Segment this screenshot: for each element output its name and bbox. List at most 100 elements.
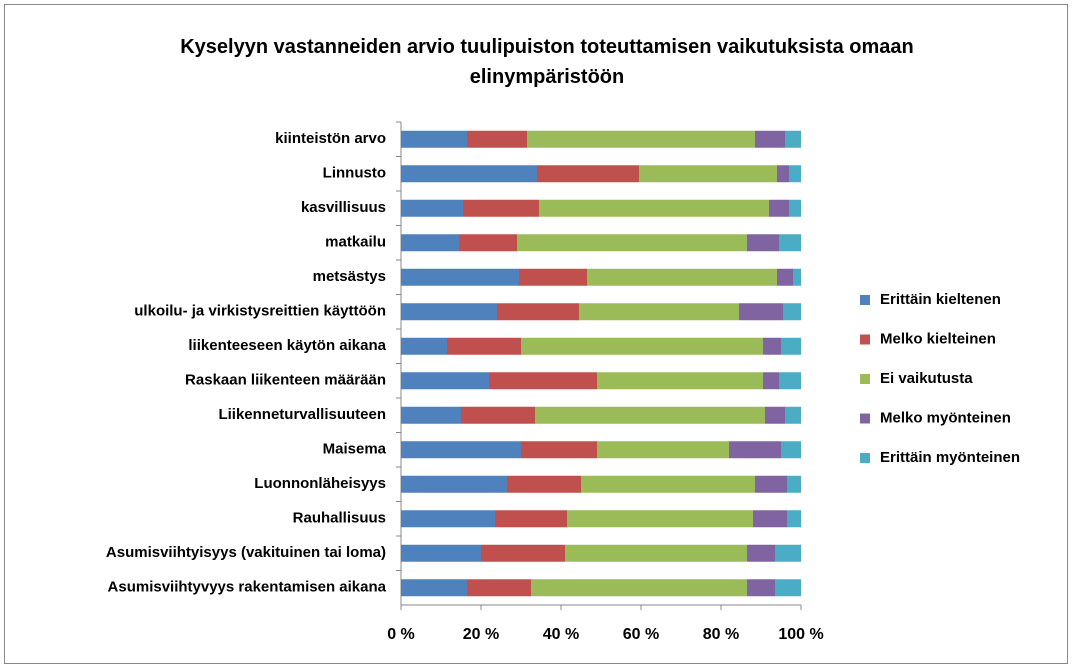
bar-segment [579, 303, 739, 321]
bar-segment [401, 544, 481, 562]
bar-segment [401, 234, 459, 252]
bar-segment [401, 372, 489, 390]
bar-segment [521, 441, 597, 459]
bar-segment [507, 475, 581, 493]
bar-segment [535, 406, 765, 424]
bar-segment [765, 406, 785, 424]
legend-swatch [860, 413, 870, 424]
bar-segment [519, 268, 587, 286]
bar-segment [747, 544, 775, 562]
bar-segment [775, 544, 801, 562]
bar-segment [401, 303, 497, 321]
bar-segment [785, 130, 801, 148]
bar-segment [747, 234, 779, 252]
y-tick-label: metsästys [313, 268, 386, 285]
bar-segment [539, 199, 769, 217]
bar-segment [401, 130, 467, 148]
y-tick-label: Maisema [323, 441, 387, 458]
bar-segment [401, 406, 461, 424]
bar-segment [581, 475, 755, 493]
bar-segment [567, 510, 753, 528]
x-tick-label: 100 % [778, 626, 823, 643]
chart-title: Kyselyyn vastanneiden arvio tuulipuiston… [180, 36, 914, 88]
y-tick-label: kasvillisuus [301, 199, 386, 216]
legend-swatch [860, 453, 870, 463]
bar-segment [517, 234, 747, 252]
bar-segment [763, 337, 781, 355]
bar-segment [481, 544, 565, 562]
bar-segment [531, 579, 747, 597]
y-tick-label: matkailu [325, 234, 386, 251]
y-tick-label: Raskaan liikenteen määrään [185, 372, 386, 389]
bar-segment [597, 372, 763, 390]
x-tick-label: 20 % [463, 626, 499, 643]
bar-segment [793, 268, 801, 286]
bar-segment [781, 441, 801, 459]
bar-segment [787, 475, 801, 493]
legend-swatch [860, 374, 870, 384]
bar-segment [777, 268, 793, 286]
y-tick-label: Linnusto [323, 165, 386, 182]
y-tick-label: ulkoilu- ja virkistysreittien käyttöön [134, 303, 386, 320]
bar-segment [401, 268, 519, 286]
bar-segment [763, 372, 779, 390]
legend-swatch [860, 295, 870, 305]
bar-segment [401, 337, 447, 355]
legend-swatch [860, 334, 870, 345]
bar-segment [401, 510, 495, 528]
bar-segment [597, 441, 729, 459]
legend-label: Ei vaikutusta [880, 370, 973, 387]
bar-segment [537, 165, 639, 183]
legend-label: Melko kielteinen [880, 330, 996, 347]
bar-segment [447, 337, 521, 355]
bar-segment [639, 165, 777, 183]
bar-segment [775, 579, 801, 597]
bar-segment [461, 406, 535, 424]
y-tick-label: liikenteeseen käytön aikana [188, 337, 386, 354]
bar-segment [787, 510, 801, 528]
bar-segment [587, 268, 777, 286]
y-tick-label: Rauhallisuus [293, 510, 386, 527]
bar-segment [755, 130, 785, 148]
bar-segment [467, 130, 527, 148]
bar-segment [779, 372, 801, 390]
bar-segment [565, 544, 747, 562]
bar-segment [401, 579, 467, 597]
bar-segment [401, 165, 537, 183]
bar-segment [769, 199, 789, 217]
bar-segment [783, 303, 801, 321]
legend-label: Melko myönteinen [880, 409, 1011, 426]
bar-segment [463, 199, 539, 217]
x-tick-label: 60 % [623, 626, 659, 643]
x-tick-label: 0 % [387, 626, 415, 643]
bar-segment [401, 475, 507, 493]
x-tick-label: 40 % [543, 626, 579, 643]
bar-segment [747, 579, 775, 597]
y-tick-label: Asumisviihtyisyys (vakituinen tai loma) [106, 544, 386, 561]
bar-segment [495, 510, 567, 528]
bar-segment [489, 372, 597, 390]
bar-segment [739, 303, 783, 321]
bar-segment [467, 579, 531, 597]
bar-segment [781, 337, 801, 355]
y-tick-label: Asumisviihtyvyys rakentamisen aikana [108, 579, 387, 596]
bar-segment [729, 441, 781, 459]
bar-segment [401, 199, 463, 217]
bar-segment [753, 510, 787, 528]
bar-segment [789, 199, 801, 217]
y-tick-label: kiinteistön arvo [275, 130, 386, 147]
x-tick-label: 80 % [703, 626, 739, 643]
bar-segment [755, 475, 787, 493]
bar-segment [789, 165, 801, 183]
bar-segment [401, 441, 521, 459]
bar-segment [779, 234, 801, 252]
bar-segment [785, 406, 801, 424]
legend-label: Erittäin myönteinen [880, 449, 1020, 466]
y-tick-label: Liikenneturvallisuuteen [218, 406, 386, 423]
bar-segment [459, 234, 517, 252]
legend-label: Erittäin kieltenen [880, 291, 1001, 308]
bar-segment [527, 130, 755, 148]
bar-segment [777, 165, 789, 183]
